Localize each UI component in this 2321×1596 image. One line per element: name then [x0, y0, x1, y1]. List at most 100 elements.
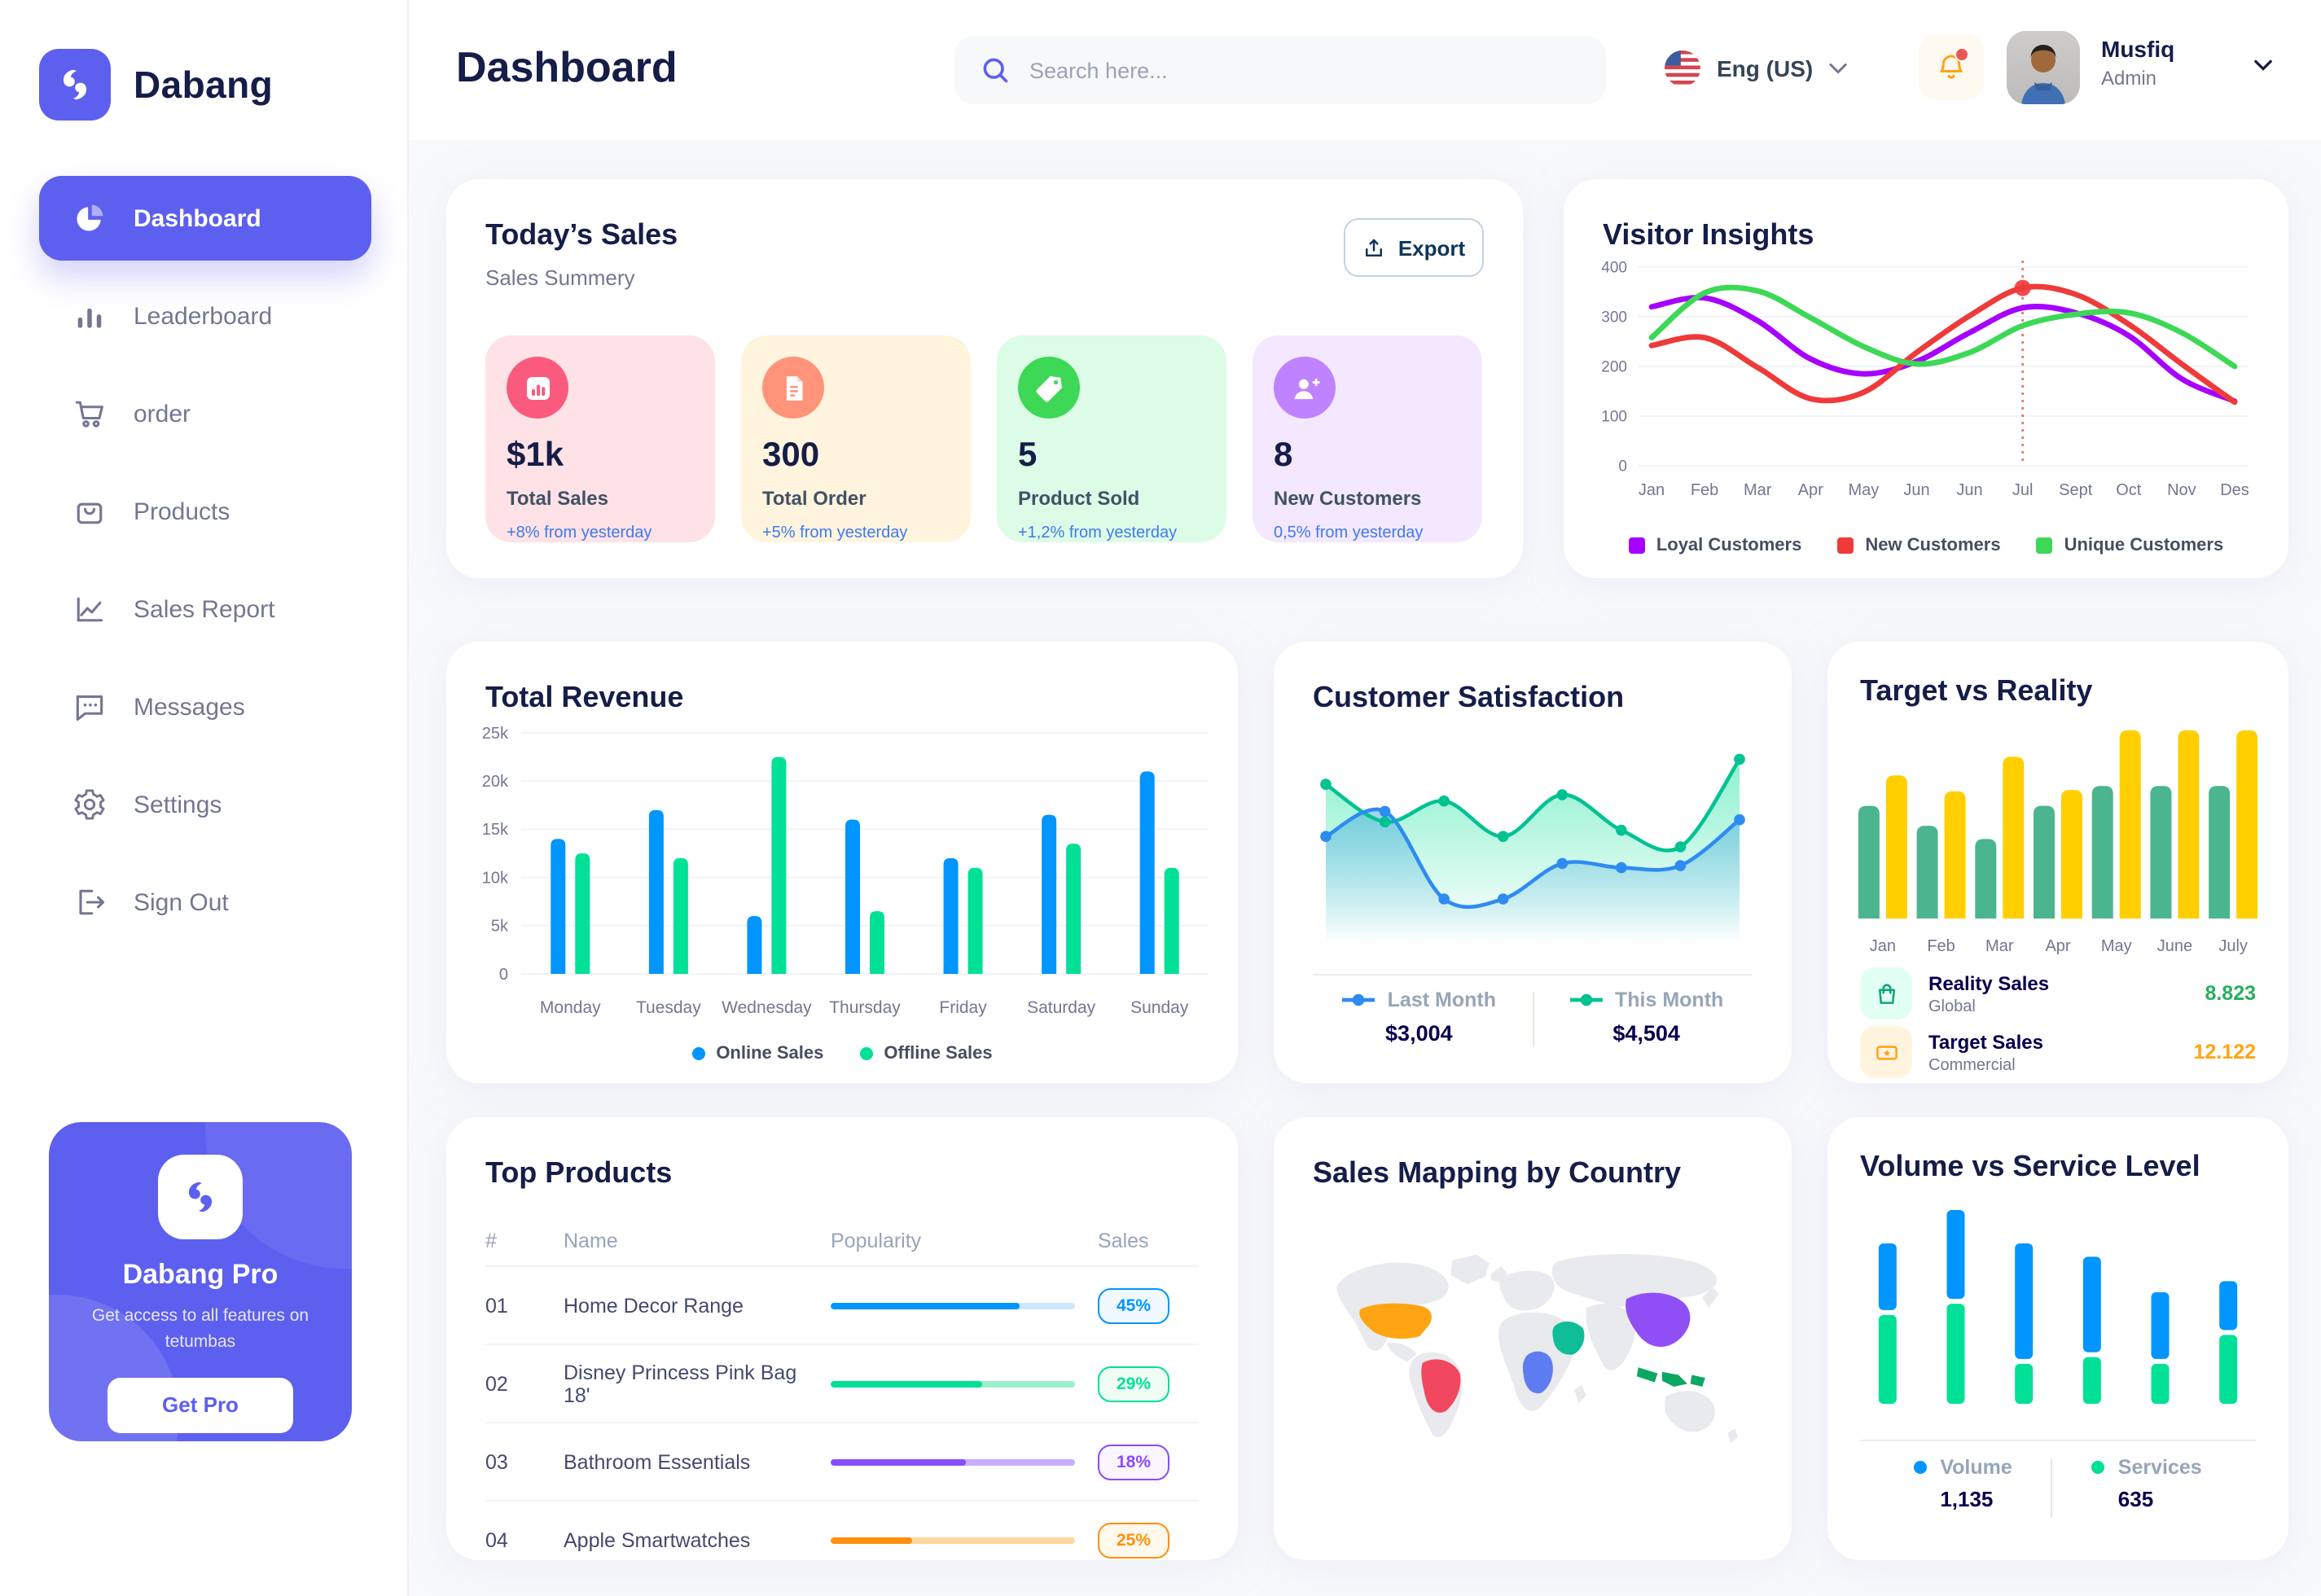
sidebar-item-settings[interactable]: Settings [39, 762, 371, 847]
sales-badge: 29% [1098, 1366, 1169, 1401]
legend-value: $4,504 [1612, 1021, 1680, 1046]
x-tick-label: Jun [1956, 481, 1982, 499]
map-australia [1665, 1391, 1715, 1432]
visitor-insights-title: Visitor Insights [1603, 218, 1814, 251]
pro-card-description: Get access to all features on tetumbas [91, 1306, 309, 1353]
product-name: Bathroom Essentials [564, 1450, 751, 1473]
row-number: 02 [485, 1372, 508, 1395]
search-input[interactable] [1026, 56, 1580, 84]
legend-value: 8.823 [2205, 982, 2256, 1005]
map-china [1626, 1292, 1691, 1348]
x-tick-label: Nov [2167, 481, 2196, 499]
search-bar[interactable] [954, 36, 1606, 104]
popularity-fill [831, 1380, 982, 1387]
sales-badge: 18% [1098, 1444, 1169, 1480]
map-new-zealand [1727, 1428, 1739, 1444]
sales-badge: 25% [1098, 1522, 1169, 1558]
get-pro-button[interactable]: Get Pro [107, 1377, 293, 1433]
stat-chart-icon [520, 370, 555, 405]
bag-small-icon [1872, 980, 1900, 1007]
stat-user-plus-icon [1288, 370, 1322, 405]
top-products-card: Top Products # Name Popularity Sales 01 Home … [446, 1117, 1238, 1560]
legend-label: Volume [1940, 1456, 2012, 1479]
top-products-title: Top Products [485, 1156, 673, 1189]
x-tick-label: Wednesday [722, 998, 812, 1017]
chevron-down-icon [1829, 63, 1847, 74]
stat-delta: 0,5% from yesterday [1274, 524, 1424, 542]
legend-label: This Month [1615, 989, 1724, 1011]
y-tick-label: 0 [1618, 458, 1627, 475]
sidebar-item-label: Messages [134, 693, 245, 721]
legend-dot [2091, 1461, 2105, 1474]
legend-divider [2051, 1459, 2053, 1518]
stat-label: Total Sales [507, 487, 608, 510]
stat-card-icon-wrap [1274, 357, 1336, 419]
stat-card: 8 New Customers 0,5% from yesterday [1253, 335, 1482, 542]
sidebar-item-messages[interactable]: Messages [39, 664, 371, 749]
legend-row-item: Target Sales Commercial 12.122 [1860, 1023, 2256, 1081]
stat-value: 300 [762, 436, 820, 474]
y-tick-label: 10k [482, 869, 509, 887]
sidebar-item-sign-out[interactable]: Sign Out [39, 860, 371, 945]
popularity-bar [831, 1380, 1075, 1387]
legend-icon-tile [1860, 1026, 1912, 1078]
bag-icon [72, 493, 107, 529]
sidebar-item-dashboard[interactable]: Dashboard [39, 176, 371, 261]
x-tick-label: Tuesday [636, 998, 701, 1017]
page-title: Dashboard [456, 42, 678, 91]
notification-badge [1955, 47, 1969, 62]
table-header: # Name Popularity Sales [485, 1217, 1199, 1267]
stat-tag-icon [1032, 370, 1066, 405]
x-tick-label: July [2218, 937, 2248, 955]
legend-value: $3,004 [1385, 1021, 1453, 1046]
popularity-bar [831, 1537, 1075, 1543]
stat-card: 5 Product Sold +1,2% from yesterday [997, 335, 1226, 542]
profile-chevron-icon[interactable] [2254, 59, 2272, 72]
table-row: 01 Home Decor Range 45% [485, 1267, 1199, 1345]
target-vs-reality-chart: Jan Feb Mar Apr May June July [1854, 710, 2262, 961]
customer-satisfaction-legend: Last Month $3,004 This Month $4,504 [1274, 989, 1792, 1047]
x-tick-label: Oct [2116, 481, 2142, 499]
notifications-button[interactable] [1919, 34, 1984, 99]
stat-card: 300 Total Order +5% from yesterday [741, 335, 971, 542]
sidebar-item-label: Products [134, 498, 230, 525]
y-tick-label: 300 [1601, 309, 1627, 326]
stat-card: $1k Total Sales +8% from yesterday [485, 335, 715, 542]
sidebar-item-order[interactable]: order [39, 371, 371, 456]
logo-icon [39, 49, 111, 121]
export-button[interactable]: Export [1344, 218, 1484, 277]
legend-item: Volume 1,135 [1875, 1456, 2051, 1511]
stat-delta: +8% from yesterday [507, 524, 652, 542]
map-greenland [1450, 1254, 1490, 1285]
top-products-table: # Name Popularity Sales 01 Home Decor Range 45… [485, 1217, 1199, 1578]
row-number: 03 [485, 1450, 508, 1473]
sidebar-item-products[interactable]: Products [39, 469, 371, 554]
legend-label: Last Month [1387, 989, 1496, 1011]
avatar[interactable] [2007, 31, 2080, 104]
legend-label: Reality Sales [1928, 971, 2050, 994]
legend-label: New Customers [1865, 536, 2001, 555]
pro-card-title: Dabang Pro [122, 1259, 279, 1290]
divider [1313, 974, 1753, 976]
x-tick-label: Des [2220, 481, 2249, 499]
map-europe [1499, 1270, 1555, 1311]
popularity-fill [831, 1302, 1019, 1309]
volume-vs-service-legend: Volume 1,135 Services 635 [1827, 1456, 2288, 1518]
ticket-icon [1872, 1038, 1900, 1066]
message-icon [72, 689, 107, 725]
popularity-fill [831, 1458, 965, 1465]
stat-label: Total Order [762, 487, 867, 510]
sidebar-item-leaderboard[interactable]: Leaderboard [39, 274, 371, 358]
sidebar-item-label: Leaderboard [134, 302, 273, 330]
product-name: Disney Princess Pink Bag 18' [564, 1361, 797, 1406]
stat-card-icon-wrap [762, 357, 824, 419]
bell-icon [1940, 55, 1963, 79]
sidebar-item-sales-report[interactable]: Sales Report [39, 567, 371, 651]
x-tick-label: Sunday [1130, 998, 1189, 1017]
map-brazil [1421, 1359, 1461, 1413]
map-dr-congo [1522, 1351, 1553, 1394]
gear-icon [72, 787, 107, 822]
language-selector[interactable]: Eng (US) [1665, 50, 1847, 86]
visitor-insights-chart: 0 100 200 300 400 Jan Feb Mar Apr May Jun Jun Jul Sep… [1583, 251, 2267, 508]
